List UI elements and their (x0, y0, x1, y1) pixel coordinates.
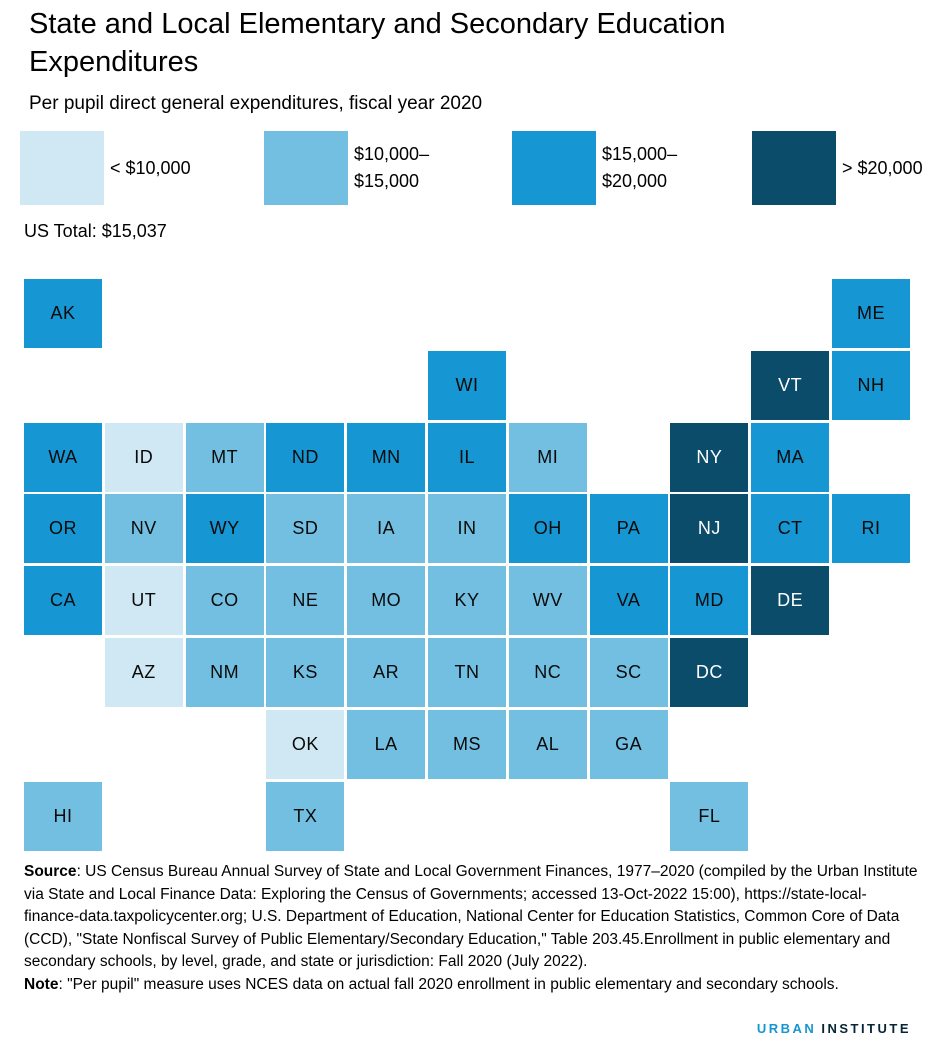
source-label: Source (24, 863, 77, 880)
state-tile-sd: SD (266, 494, 345, 564)
legend-item-1: < $10,000 (20, 131, 191, 205)
urban-institute-logo: URBAN INSTITUTE (757, 1021, 911, 1036)
logo-urban: URBAN (756, 1021, 817, 1036)
page-title: State and Local Elementary and Secondary… (29, 8, 726, 78)
legend-item-2: $10,000– $15,000 (264, 131, 429, 205)
logo-institute: INSTITUTE (821, 1021, 911, 1036)
state-tile-id: ID (104, 422, 183, 492)
state-tile-wy: WY (185, 494, 264, 564)
state-tile-tx: TX (266, 781, 345, 851)
state-tile-mn: MN (347, 422, 426, 492)
legend: < $10,000 $10,000– $15,000 $15,000– $20,00… (0, 131, 936, 205)
legend-swatch (512, 131, 596, 205)
state-tile-nc: NC (508, 638, 587, 707)
state-tile-wa: WA (24, 422, 102, 492)
state-tile-me: ME (832, 279, 910, 348)
state-tile-ms: MS (428, 709, 506, 779)
note-label: Note (24, 975, 59, 993)
legend-swatch (20, 131, 104, 205)
state-tile-nj: NJ (670, 494, 749, 564)
footnote: Note: "Per pupil" measure uses NCES data… (24, 974, 918, 997)
state-tile-al: AL (508, 709, 587, 779)
source-text: : US Census Bureau Annual Survey of Stat… (24, 863, 918, 971)
state-tile-ok: OK (266, 709, 345, 779)
state-tile-ne: NE (266, 566, 345, 636)
state-tile-ca: CA (24, 566, 102, 636)
source-note: Source: US Census Bureau Annual Survey o… (24, 861, 918, 974)
state-tile-ga: GA (589, 709, 668, 779)
state-tile-il: IL (428, 422, 506, 492)
legend-item-4: > $20,000 (752, 131, 923, 205)
state-tile-nh: NH (832, 350, 910, 420)
legend-swatch (752, 131, 836, 205)
state-tile-nd: ND (266, 422, 345, 492)
state-tile-az: AZ (104, 638, 183, 707)
state-tile-tn: TN (428, 638, 506, 707)
note-text: : "Per pupil" measure uses NCES data on … (58, 975, 839, 993)
state-tile-de: DE (751, 566, 830, 636)
state-tile-mo: MO (347, 566, 426, 636)
state-tile-ny: NY (670, 422, 749, 492)
state-tile-ri: RI (832, 494, 910, 564)
state-tile-dc: DC (670, 638, 749, 707)
state-tile-co: CO (185, 566, 264, 636)
state-tile-ak: AK (24, 279, 102, 348)
state-tile-mi: MI (508, 422, 587, 492)
state-tile-fl: FL (670, 781, 749, 851)
state-tile-mt: MT (185, 422, 264, 492)
state-tile-wi: WI (428, 350, 506, 420)
state-tile-nm: NM (185, 638, 264, 707)
state-tile-ct: CT (751, 494, 830, 564)
state-tile-vt: VT (751, 350, 830, 420)
state-tile-ut: UT (104, 566, 183, 636)
legend-label: < $10,000 (110, 157, 191, 178)
state-tile-ia: IA (347, 494, 426, 564)
state-tile-sc: SC (589, 638, 668, 707)
state-tile-nv: NV (104, 494, 183, 564)
state-tile-map: AK ME WI VT NH WA ID MT ND MN IL MI NY MA OR NV WY SD IA IN… (24, 279, 910, 851)
state-tile-ks: KS (266, 638, 345, 707)
footer-notes: Source: US Census Bureau Annual Survey o… (24, 861, 918, 997)
state-tile-la: LA (347, 709, 426, 779)
us-total-value: US Total: $15,037 (24, 221, 167, 241)
state-tile-md: MD (670, 566, 749, 636)
state-tile-hi: HI (24, 781, 102, 851)
state-tile-va: VA (589, 566, 668, 636)
state-tile-wv: WV (508, 566, 587, 636)
legend-label: $10,000– $15,000 (354, 144, 430, 191)
state-tile-ma: MA (751, 422, 830, 492)
state-tile-ky: KY (428, 566, 506, 636)
legend-label: $15,000– $20,000 (602, 144, 678, 191)
state-tile-ar: AR (347, 638, 426, 707)
state-tile-oh: OH (508, 494, 587, 564)
state-tile-in: IN (428, 494, 506, 564)
legend-label: > $20,000 (842, 157, 923, 178)
state-tile-pa: PA (589, 494, 668, 564)
legend-swatch (264, 131, 348, 205)
chart-subtitle: Per pupil direct general expenditures, f… (29, 93, 483, 114)
legend-item-3: $15,000– $20,000 (512, 131, 677, 205)
state-tile-or: OR (24, 494, 102, 564)
